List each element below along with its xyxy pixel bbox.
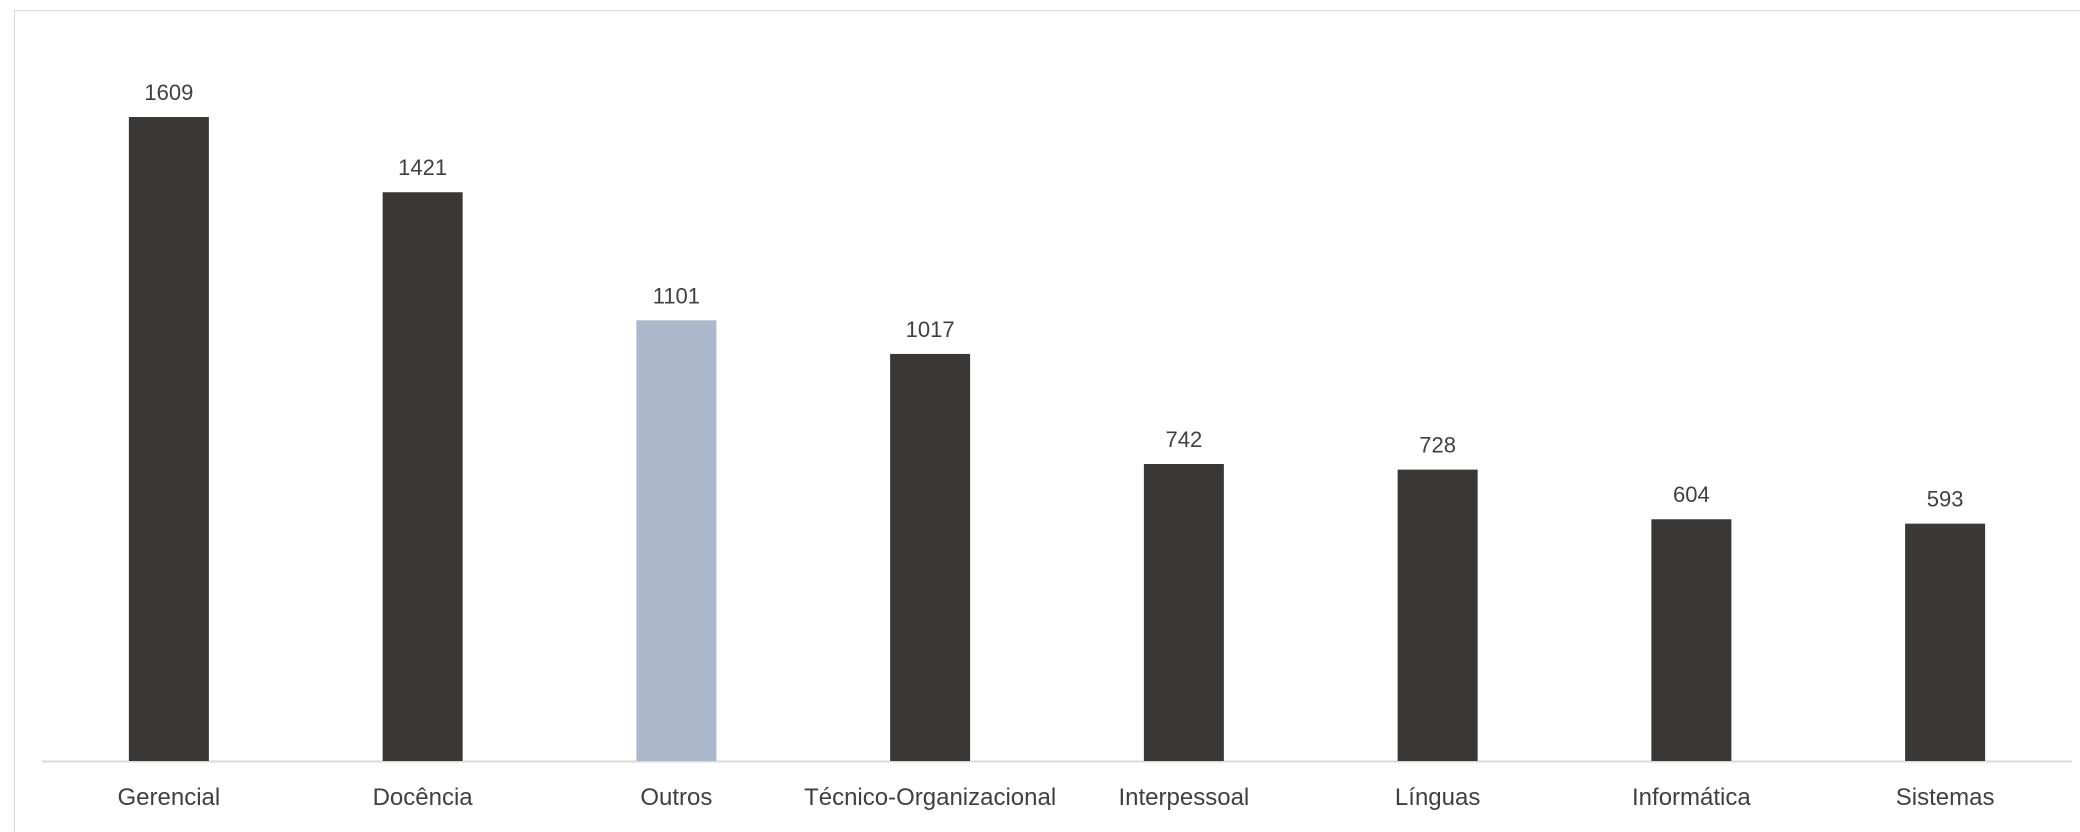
bar-3	[890, 353, 971, 761]
chart-frame	[14, 10, 2080, 832]
category-label-2: Outros	[640, 784, 712, 811]
category-label-1: Docência	[373, 784, 474, 811]
value-label-6: 604	[1673, 482, 1710, 507]
value-label-7: 593	[1927, 487, 1964, 512]
bar-7	[1905, 523, 1986, 761]
value-label-0: 1609	[144, 80, 193, 105]
bar-1	[382, 192, 463, 762]
bar-5	[1397, 469, 1478, 761]
category-label-3: Técnico-Organizacional	[804, 784, 1056, 811]
value-label-1: 1421	[398, 155, 447, 180]
value-label-3: 1017	[906, 317, 955, 342]
bar-0	[128, 117, 209, 761]
category-label-7: Sistemas	[1896, 784, 1995, 811]
category-label-5: Línguas	[1395, 784, 1480, 811]
bar-6	[1651, 519, 1732, 761]
category-label-6: Informática	[1632, 784, 1751, 811]
bar-2	[636, 320, 717, 761]
category-label-4: Interpessoal	[1119, 784, 1250, 811]
value-label-2: 1101	[653, 283, 700, 308]
category-label-0: Gerencial	[118, 784, 221, 811]
bar-4	[1143, 464, 1224, 761]
value-label-4: 742	[1166, 427, 1203, 452]
value-label-5: 728	[1419, 433, 1456, 458]
